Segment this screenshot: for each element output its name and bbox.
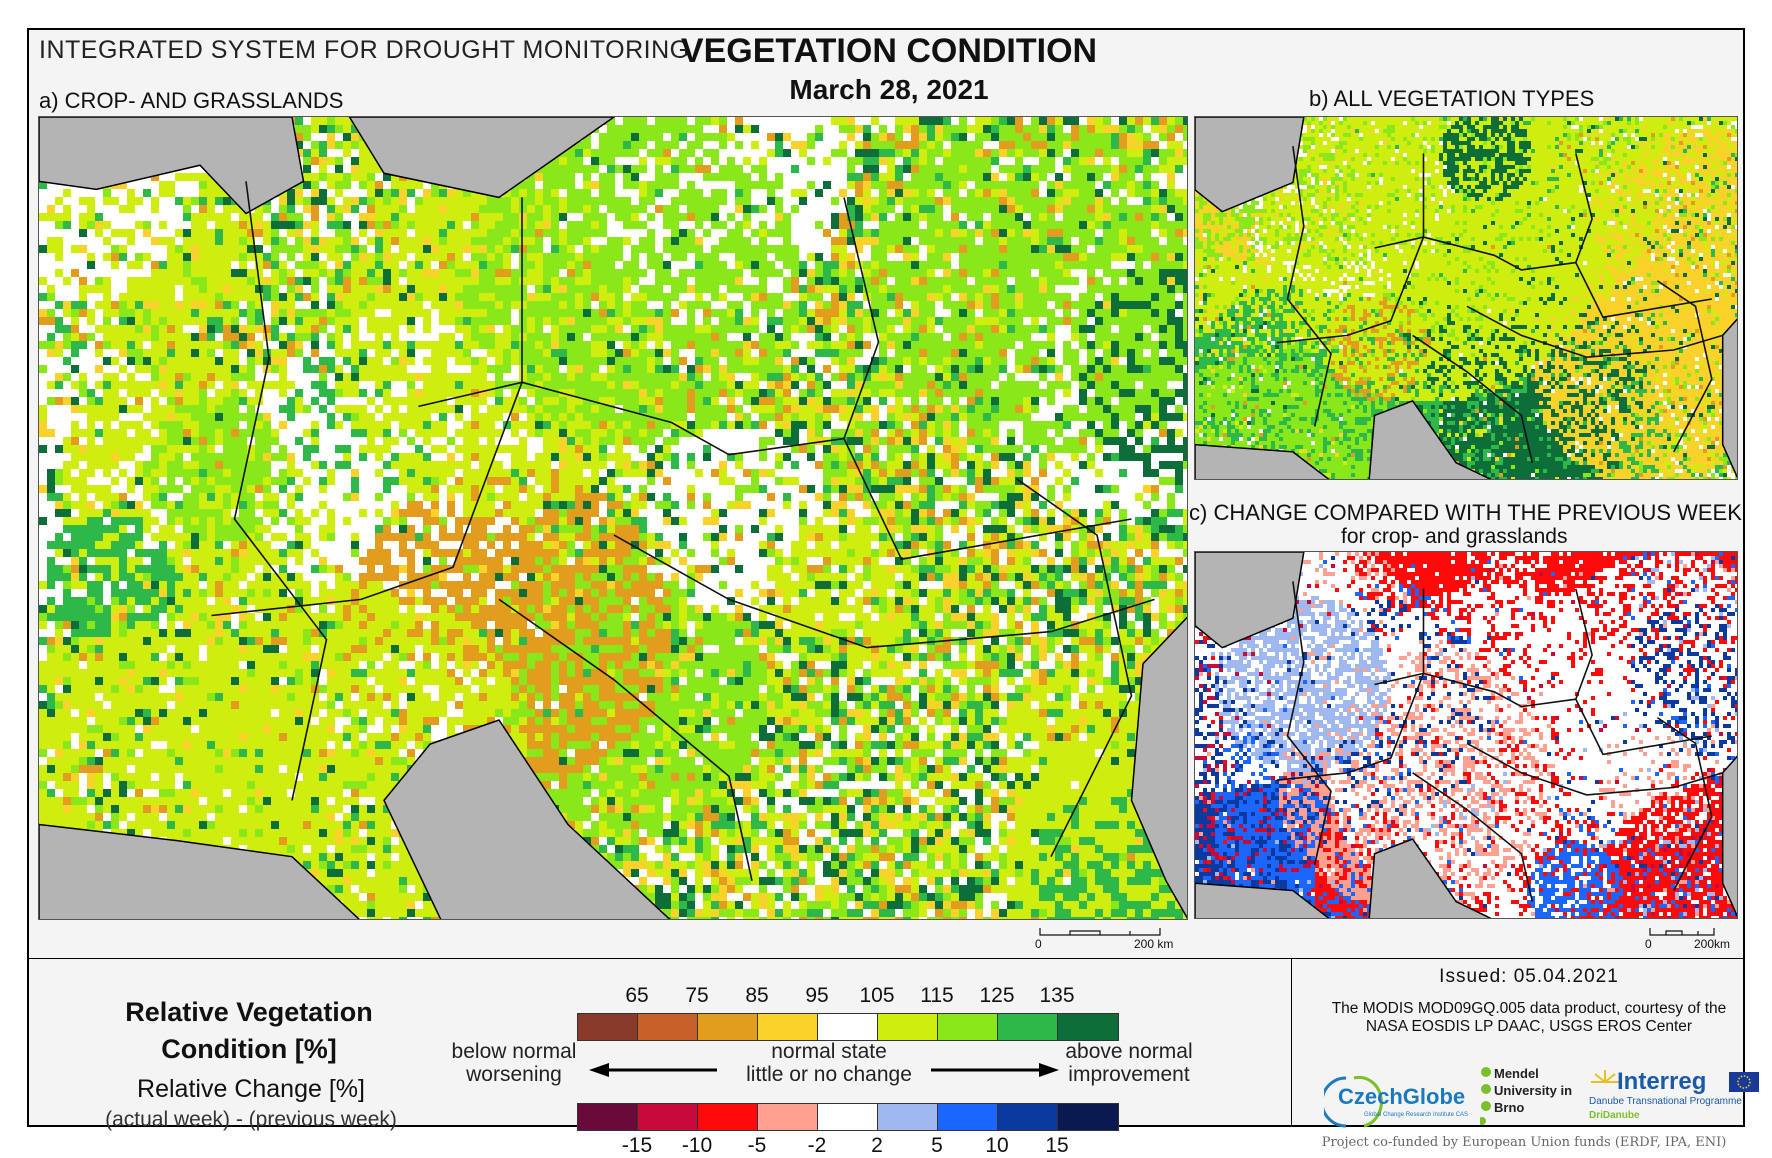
map-weekly-change [1194, 551, 1738, 919]
rcTicks-0: -15 [607, 1134, 667, 1158]
scalebar-c-start: 0 [1645, 937, 1652, 951]
rcTicks-3: -2 [787, 1134, 847, 1158]
scalebar-a: 0 200 km [1034, 926, 1174, 950]
improvement-label: improvement [1049, 1063, 1209, 1086]
normal-state-text: normal state little or no change [729, 1040, 929, 1086]
scalebar-c-end: 200km [1694, 937, 1730, 951]
map-all-vegetation [1194, 116, 1738, 480]
bar1-swatch-5 [878, 1014, 938, 1040]
legend-divider [29, 958, 1745, 959]
scalebar-a-end: 200 km [1134, 937, 1173, 951]
panel-c-sublabel: for crop- and grasslands [1341, 525, 1567, 549]
data-credit: The MODIS MOD09GQ.005 data product, cour… [1309, 1000, 1749, 1036]
above-normal-label: above normal [1049, 1040, 1209, 1063]
rvcTicks-1: 75 [667, 984, 727, 1008]
rvc-color-bar [577, 1013, 1119, 1041]
rcTicks-2: -5 [727, 1134, 787, 1158]
bar1-swatch-4 [818, 1014, 878, 1040]
bar2-swatch-2 [698, 1104, 758, 1130]
below-normal-label: below normal [424, 1040, 604, 1063]
mendel-logo: Mendel University in Brno [1494, 1065, 1574, 1116]
bar1-swatch-1 [638, 1014, 698, 1040]
rcTicks-4: 2 [847, 1134, 907, 1158]
rvcTicks-5: 115 [907, 984, 967, 1008]
bar2-swatch-6 [938, 1104, 998, 1130]
interreg-logo-sub2: DriDanube [1589, 1110, 1640, 1121]
rvcTicks-2: 85 [727, 984, 787, 1008]
above-normal-text: above normal improvement [1049, 1040, 1209, 1086]
bar1-swatch-6 [938, 1014, 998, 1040]
rvcTicks-4: 105 [847, 984, 907, 1008]
interreg-logo-text: Interreg [1617, 1068, 1706, 1096]
rcTicks-6: 10 [967, 1134, 1027, 1158]
cofunding-note: Project co-funded by European Union fund… [1299, 1135, 1749, 1150]
czechglobe-logo-sub: Global Change Research Institute CAS [1364, 1112, 1468, 1118]
rvcTicks-3: 95 [787, 984, 847, 1008]
bar1-swatch-0 [578, 1014, 638, 1040]
bar2-swatch-0 [578, 1104, 638, 1130]
figure-frame: INTEGRATED SYSTEM FOR DROUGHT MONITORING… [27, 28, 1745, 1127]
scalebar-a-start: 0 [1035, 937, 1042, 951]
bar2-swatch-8 [1058, 1104, 1118, 1130]
panel-b-label: b) ALL VEGETATION TYPES [1309, 86, 1594, 112]
main-title: VEGETATION CONDITION [649, 32, 1129, 71]
rc-legend-formula: (actual week) - (previous week) [101, 1108, 401, 1132]
czechglobe-logo: CzechGlobe Global Change Research Instit… [1324, 1070, 1474, 1130]
bar2-swatch-4 [818, 1104, 878, 1130]
rcTicks-7: 15 [1027, 1134, 1087, 1158]
rvcTicks-6: 125 [967, 984, 1027, 1008]
below-normal-text: below normal worsening [424, 1040, 604, 1086]
system-title: INTEGRATED SYSTEM FOR DROUGHT MONITORING [39, 36, 690, 65]
bar2-swatch-3 [758, 1104, 818, 1130]
normal-state-label: normal state [729, 1040, 929, 1063]
rcTicks-5: 5 [907, 1134, 967, 1158]
rvcTicks-7: 135 [1027, 984, 1087, 1008]
map-date: March 28, 2021 [649, 74, 1129, 106]
bar1-swatch-2 [698, 1014, 758, 1040]
bar1-swatch-3 [758, 1014, 818, 1040]
bar2-swatch-7 [998, 1104, 1058, 1130]
worsening-label: worsening [424, 1063, 604, 1086]
map-crop-grasslands [38, 116, 1188, 920]
little-change-label: little or no change [729, 1063, 929, 1086]
mendel-logo-text: Mendel University in Brno [1494, 1065, 1574, 1116]
issued-date: Issued: 05.04.2021 [1309, 966, 1749, 988]
right-arrow-icon [929, 1060, 1059, 1080]
czechglobe-logo-text: CzechGlobe [1338, 1084, 1465, 1110]
interreg-logo-sub: Danube Transnational Programme [1589, 1096, 1742, 1107]
rcTicks-1: -10 [667, 1134, 727, 1158]
bar2-swatch-5 [878, 1104, 938, 1130]
panel-a-label: a) CROP- AND GRASSLANDS [39, 88, 343, 114]
bar1-swatch-7 [998, 1014, 1058, 1040]
eu-flag-icon [1729, 1072, 1759, 1092]
footer-divider [1291, 958, 1292, 1127]
left-arrow-icon [589, 1060, 719, 1080]
bar1-swatch-8 [1058, 1014, 1118, 1040]
scalebar-c: 0 200km [1644, 926, 1744, 950]
bar2-swatch-1 [638, 1104, 698, 1130]
rvcTicks-0: 65 [607, 984, 667, 1008]
rc-color-bar [577, 1103, 1119, 1131]
rc-legend-title: Relative Change [%] [101, 1075, 401, 1104]
rvc-legend-title: Relative Vegetation Condition [%] [99, 994, 399, 1068]
panel-c-label: c) CHANGE COMPARED WITH THE PREVIOUS WEE… [1189, 500, 1742, 526]
